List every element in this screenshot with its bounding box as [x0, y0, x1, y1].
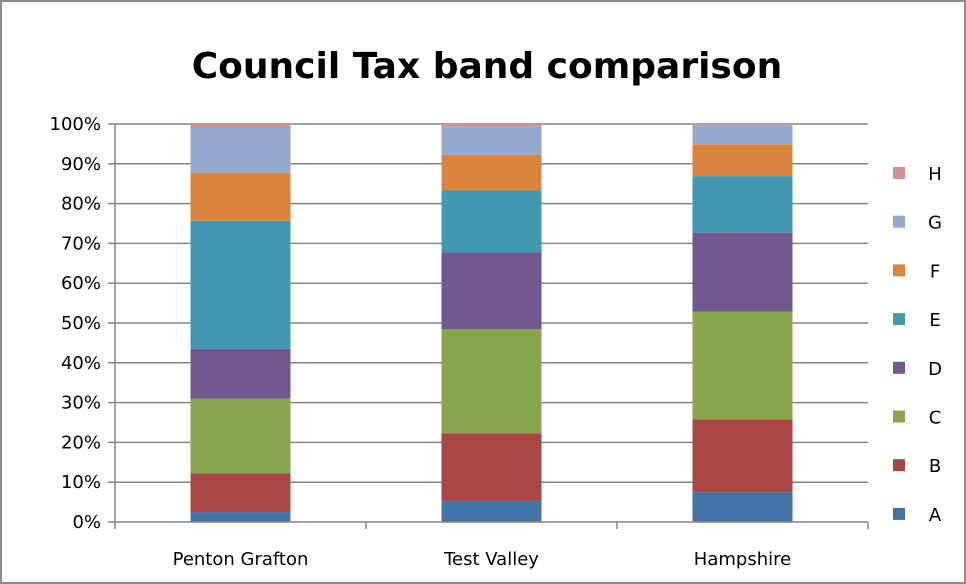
bar-segment-f	[441, 154, 542, 191]
x-category-label: Hampshire	[694, 549, 791, 570]
bar-segment-e	[441, 190, 542, 253]
bar-segment-h	[441, 124, 542, 127]
y-tick-label: 40%	[61, 353, 101, 374]
bar-segment-a	[441, 500, 542, 522]
y-tick-label: 90%	[61, 154, 101, 175]
bar-segment-h	[692, 124, 793, 126]
bar-segment-b	[190, 473, 291, 513]
bar-segment-f	[692, 144, 793, 177]
bar-segment-f	[190, 172, 291, 221]
bar-segment-b	[441, 433, 542, 501]
y-tick-label: 20%	[61, 432, 101, 453]
legend-swatch	[893, 361, 905, 374]
legend-label: G	[928, 213, 942, 234]
legend-swatch	[893, 410, 905, 423]
y-tick-label: 0%	[72, 512, 101, 533]
legend-label: D	[928, 359, 942, 380]
legend-label: H	[928, 164, 942, 185]
bar-segment-d	[190, 348, 291, 399]
bar-segment-g	[190, 127, 291, 173]
bar-segment-d	[692, 232, 793, 312]
legend-label: E	[929, 310, 940, 331]
legend-swatch	[893, 507, 905, 520]
legend-swatch	[893, 459, 905, 472]
y-tick-label: 60%	[61, 273, 101, 294]
chart-title: Council Tax band comparison	[192, 46, 782, 87]
bar-segment-a	[190, 512, 291, 522]
legend-label: C	[929, 408, 942, 429]
bar-segment-c	[190, 398, 291, 474]
bar-segment-c	[692, 311, 793, 420]
bar-segment-d	[441, 252, 542, 329]
legend-label: B	[929, 456, 941, 477]
x-category-label: Penton Grafton	[173, 549, 309, 570]
x-category-label: Test Valley	[443, 549, 539, 570]
legend: H G F E D C B A	[893, 164, 942, 526]
y-tick-label: 50%	[61, 313, 101, 334]
legend-swatch	[893, 264, 905, 277]
legend-swatch	[893, 167, 905, 179]
y-tick-label: 10%	[61, 472, 101, 493]
axes: 0% 10% 20% 30% 40% 50% 60% 70% 80% 90% 100% Penton …	[50, 114, 869, 570]
bars	[190, 124, 793, 522]
legend-label: A	[929, 505, 942, 526]
legend-label: F	[930, 261, 940, 282]
legend-swatch	[893, 313, 905, 326]
bar-segment-h	[190, 124, 291, 128]
bar-segment-e	[692, 176, 793, 233]
bar-segment-b	[692, 419, 793, 493]
bar-segment-g	[692, 125, 793, 145]
bar-segment-e	[190, 220, 291, 349]
bar-segment-g	[441, 126, 542, 155]
bar-segment-c	[441, 328, 542, 434]
legend-swatch	[893, 215, 905, 228]
y-tick-label: 100%	[50, 114, 101, 135]
y-tick-label: 30%	[61, 393, 101, 414]
y-tick-label: 80%	[61, 194, 101, 215]
bar-segment-a	[692, 492, 793, 522]
y-tick-label: 70%	[61, 233, 101, 254]
